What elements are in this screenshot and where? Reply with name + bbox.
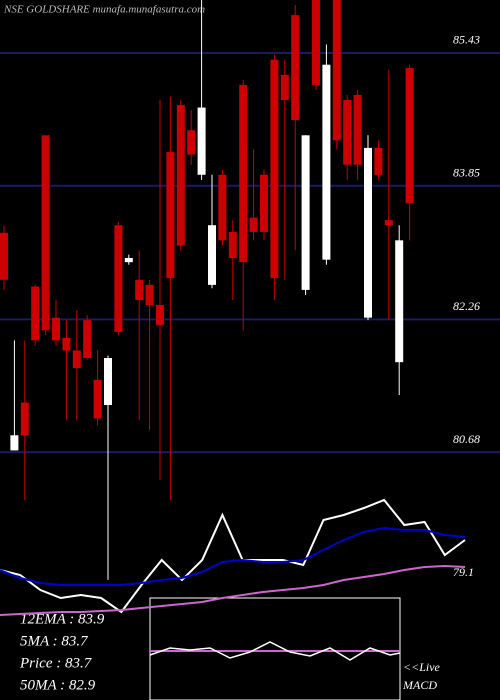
candle-body bbox=[343, 100, 352, 165]
candle-body bbox=[83, 320, 92, 358]
stat-label: 50MA : 82.9 bbox=[20, 677, 96, 693]
candle-body bbox=[270, 59, 279, 279]
candle-body bbox=[228, 231, 237, 258]
candle-body bbox=[52, 317, 60, 341]
candle-body bbox=[384, 220, 393, 226]
candle-body bbox=[353, 94, 362, 165]
live-label: <<Live bbox=[403, 660, 441, 674]
candle-body bbox=[260, 174, 268, 232]
candle-body bbox=[395, 240, 404, 363]
indicator-line bbox=[0, 564, 466, 616]
candle-body bbox=[93, 379, 102, 419]
candle-body bbox=[114, 225, 123, 332]
stat-label: 5MA : 83.7 bbox=[20, 633, 89, 649]
candle-body bbox=[208, 225, 216, 285]
candle-body bbox=[405, 68, 414, 204]
candle-body bbox=[156, 305, 164, 326]
y-tick-label: 82.26 bbox=[453, 299, 480, 313]
candle-body bbox=[166, 152, 175, 279]
candle-body bbox=[249, 217, 258, 232]
candle-body bbox=[239, 84, 248, 263]
candle-body bbox=[374, 147, 383, 175]
candle-body bbox=[135, 279, 144, 300]
candle-body bbox=[322, 64, 331, 260]
candle-body bbox=[218, 174, 227, 241]
candle-body bbox=[364, 147, 372, 318]
candle-body bbox=[291, 15, 300, 121]
candle-body bbox=[280, 74, 289, 100]
y-tick-label: 85.43 bbox=[453, 33, 480, 47]
candle-body bbox=[187, 130, 196, 155]
macd-label: MACD bbox=[402, 678, 437, 692]
header: NSE GOLDSHARE munafa.munafasutra.com bbox=[3, 4, 205, 16]
y-tick-label: 83.85 bbox=[453, 165, 480, 179]
macd-panel bbox=[149, 597, 401, 700]
y-tick-label: 80.68 bbox=[453, 432, 480, 446]
candle-body bbox=[72, 350, 81, 369]
candle-body bbox=[312, 0, 320, 85]
y-tick-label: 79.1 bbox=[453, 565, 474, 579]
candle-body bbox=[20, 402, 29, 436]
candle-body bbox=[301, 135, 310, 290]
indicator-line bbox=[0, 498, 466, 614]
candle-body bbox=[176, 105, 185, 246]
candle-body bbox=[145, 284, 154, 306]
candle-body bbox=[124, 257, 133, 263]
macd-line bbox=[149, 641, 401, 661]
candle-body bbox=[0, 232, 8, 280]
candle-body bbox=[332, 0, 341, 141]
indicator-line bbox=[0, 526, 466, 586]
candle-body bbox=[10, 435, 19, 451]
candle-body bbox=[41, 135, 50, 331]
stat-label: 12EMA : 83.9 bbox=[20, 611, 105, 627]
candle-body bbox=[104, 357, 112, 406]
stat-label: Price : 83.7 bbox=[19, 655, 93, 671]
candle-body bbox=[197, 107, 206, 175]
candle-body bbox=[62, 337, 71, 351]
candle-body bbox=[31, 286, 40, 341]
